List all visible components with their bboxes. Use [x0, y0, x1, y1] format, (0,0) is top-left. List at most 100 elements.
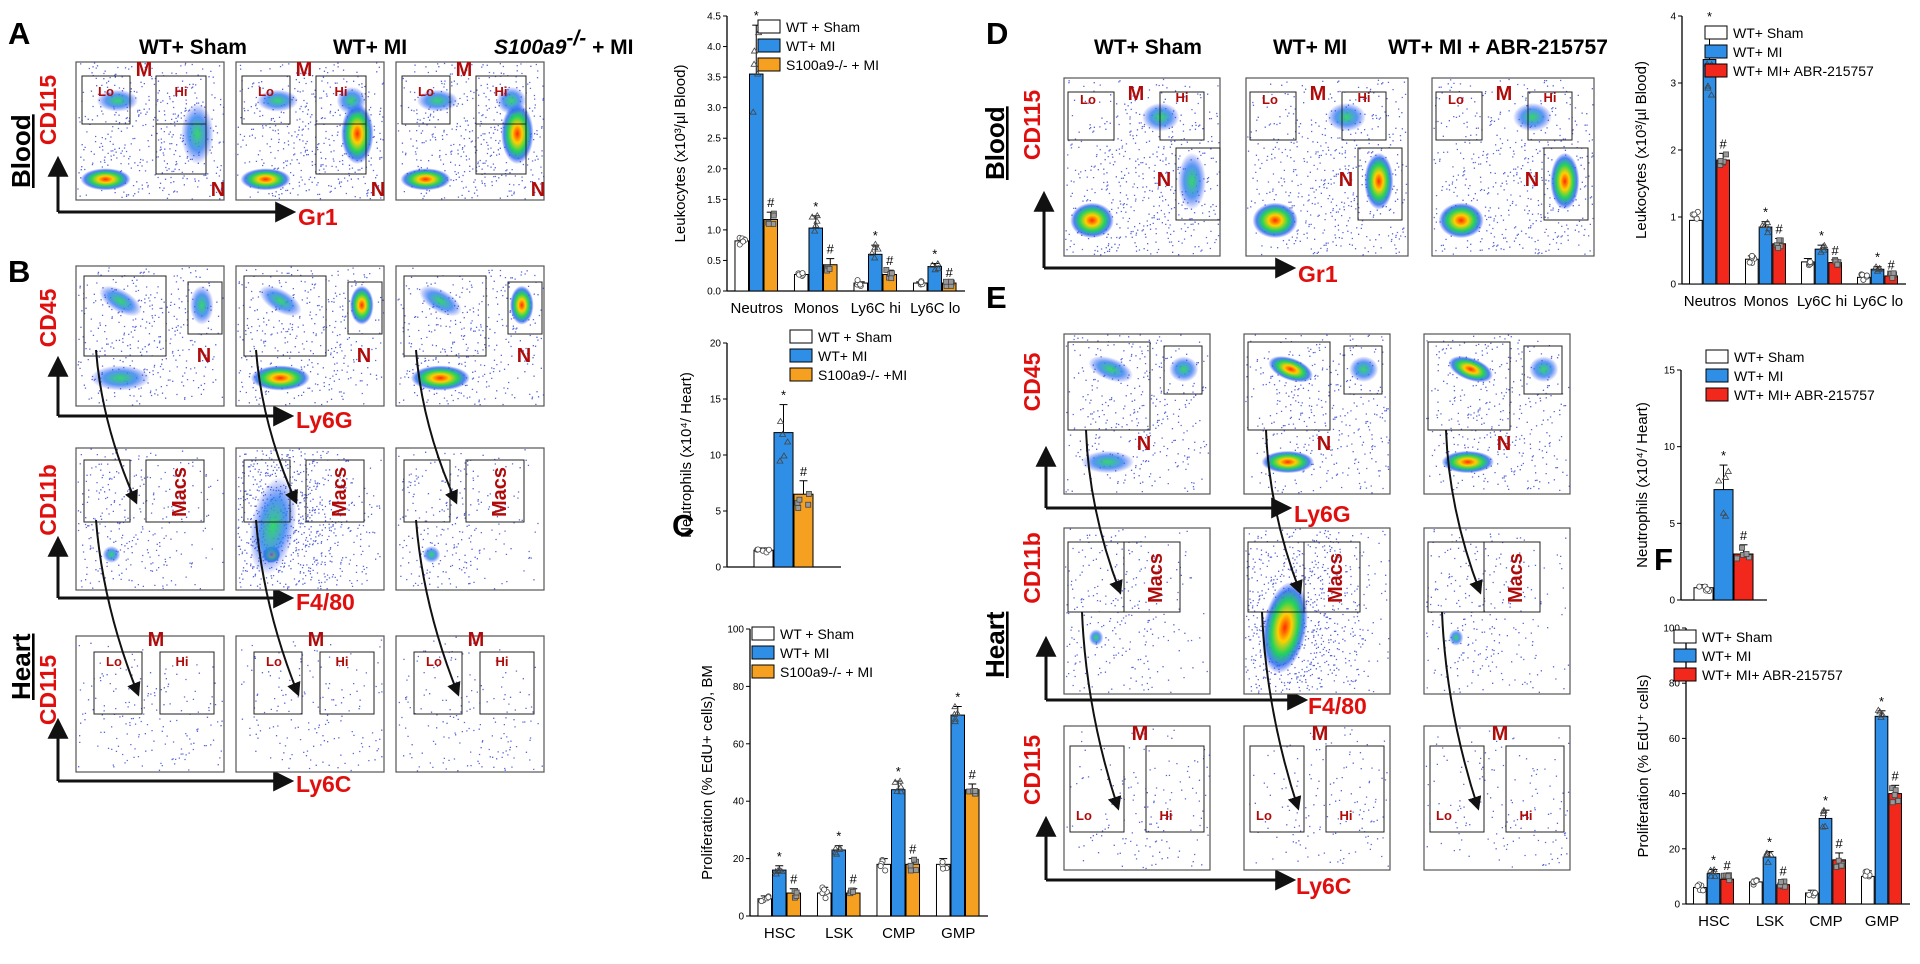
data-point: [765, 546, 772, 553]
data-point: [953, 709, 962, 716]
data-point: [1817, 248, 1825, 255]
data-point: [799, 270, 806, 277]
gate-label-n: N: [1317, 433, 1331, 455]
data-point: [1863, 272, 1870, 279]
data-point: [1724, 467, 1733, 474]
gate-label-hi: Hi: [1340, 808, 1353, 823]
density-blob: [1550, 152, 1580, 210]
data-point: [772, 870, 780, 877]
density-blob: [102, 545, 121, 564]
data-point: [888, 275, 895, 282]
data-point: [1696, 583, 1703, 590]
density-blob: [1088, 629, 1104, 646]
significance-marker: *: [1763, 205, 1768, 220]
data-point: [805, 501, 812, 508]
data-point: [796, 496, 803, 503]
data-point: [780, 452, 788, 459]
density-blob: [422, 545, 441, 564]
legend-label: WT+ MI: [1702, 648, 1751, 664]
gating-arrow: [415, 519, 461, 697]
gate-lo: [1429, 745, 1485, 833]
plot-frame: [1423, 527, 1571, 695]
gate-lo: [93, 651, 143, 715]
event-dots: [398, 636, 543, 772]
gate-label-m: M: [1310, 83, 1327, 105]
significance-marker: *: [955, 689, 960, 704]
data-point: [889, 270, 895, 277]
category-label: GMP: [1865, 913, 1899, 930]
legend-swatch: [1705, 349, 1729, 364]
flow-plot-ly6c-e-3: [1423, 725, 1571, 871]
gate-hi: [479, 651, 535, 715]
density-blob: [1448, 629, 1464, 646]
data-point: [939, 865, 946, 872]
y-tick-label: 80: [733, 682, 745, 693]
data-point: [928, 261, 937, 268]
gate-label-lo: Lo: [1080, 92, 1096, 107]
data-point: [891, 778, 899, 785]
density-blob: [419, 285, 462, 317]
data-point: [1704, 82, 1712, 89]
density-blob: [250, 365, 310, 391]
data-point: [1764, 858, 1772, 865]
legend-label: WT+ MI: [780, 645, 829, 661]
legend-swatch: [751, 626, 775, 641]
chart-f: 0 20 40 60 80 100 Proliferation (% EdU⁺ cells)…: [1635, 624, 1910, 930]
data-point: [808, 213, 816, 220]
legend-swatch: [757, 57, 781, 72]
legend-label: WT+ MI+ ABR-215757: [1734, 387, 1875, 403]
y-tick-label: 20: [733, 854, 745, 865]
legend-label: WT + Sham: [818, 329, 892, 345]
density-blob: [1169, 356, 1199, 383]
data-point: [826, 265, 833, 272]
data-point: [1812, 889, 1819, 896]
flow-plot-cd45-b-1: [75, 265, 225, 407]
data-point: [1864, 868, 1871, 875]
gate-label-m: M: [308, 629, 325, 651]
gate-label-m: M: [1128, 83, 1145, 105]
density-blob: [181, 103, 214, 165]
data-point: [1777, 878, 1784, 885]
significance-marker: *: [1711, 853, 1716, 868]
legend-label: WT + Sham: [786, 19, 860, 35]
gate-lo: [1067, 91, 1115, 141]
col-title-knockout-sup: -/-: [566, 27, 586, 50]
data-point: [765, 220, 772, 227]
gate-n: [1357, 147, 1403, 221]
tissue-label-blood-left: Blood: [6, 114, 36, 188]
flow-plot-blood-d-2: [1245, 77, 1409, 257]
gating-arrow: [1261, 611, 1302, 811]
y-tick-label: 4: [1670, 12, 1676, 23]
significance-marker: #: [946, 265, 954, 280]
legend-swatch: [751, 664, 775, 679]
panel-letter-d: D: [986, 16, 1008, 51]
data-point: [951, 715, 960, 722]
gating-arrow: [1085, 429, 1123, 595]
gate-label-macs: Macs: [1325, 553, 1347, 603]
data-point: [740, 238, 747, 245]
gate-label-hi: Hi: [1176, 90, 1189, 105]
data-point: [882, 867, 889, 874]
flow-plot-ly6c-b-3: [395, 635, 545, 773]
axis-cd45-right: CD45: [1019, 352, 1045, 411]
gate-macs: [1483, 541, 1541, 613]
legend-label: S100a9-/- + MI: [786, 57, 879, 73]
gate-label-n: N: [1497, 433, 1511, 455]
legend-swatch: [1704, 63, 1728, 78]
data-point: [1895, 797, 1902, 804]
density-blob: [90, 365, 150, 391]
bar: [1888, 793, 1902, 905]
bar: [1758, 226, 1773, 285]
gate-lo: [1249, 91, 1297, 141]
data-point: [832, 850, 841, 857]
data-point: [850, 888, 856, 895]
bar: [1874, 715, 1889, 905]
data-point: [812, 221, 820, 228]
plot-frame: [75, 447, 225, 591]
gate-label-m: M: [1496, 83, 1513, 105]
density-blob: [99, 285, 142, 317]
chart-e: 0 5 10 15 Neutrophils (x10⁴/ Heart) * # WT+ Sha…: [1634, 349, 1875, 607]
data-point: [793, 889, 800, 896]
gate-hi: [1505, 745, 1565, 833]
